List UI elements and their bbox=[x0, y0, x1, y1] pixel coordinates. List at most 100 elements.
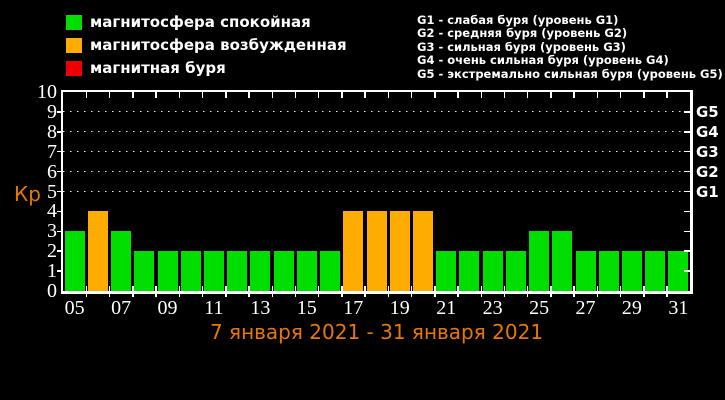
top-tick bbox=[178, 92, 181, 98]
top-tick bbox=[225, 92, 227, 98]
top-tick bbox=[248, 92, 250, 98]
x-tick-label-27: 27 bbox=[575, 297, 596, 319]
kp-bar-16 bbox=[320, 251, 341, 291]
y-tick-label-0: 0 bbox=[47, 280, 57, 302]
left-tick bbox=[57, 210, 63, 213]
left-tick bbox=[57, 111, 63, 113]
kp-bar-13 bbox=[250, 251, 271, 291]
right-tick bbox=[684, 111, 690, 113]
x-tick-label-17: 17 bbox=[343, 297, 364, 319]
x-tick-label-09: 09 bbox=[157, 297, 178, 319]
kp-bar-23 bbox=[482, 251, 503, 291]
kp-bar-05 bbox=[64, 231, 85, 291]
bottom-tick bbox=[410, 286, 413, 297]
top-tick bbox=[457, 92, 459, 98]
bottom-tick bbox=[387, 286, 390, 297]
top-tick bbox=[619, 92, 622, 98]
g-level-label-g5: G5 bbox=[696, 102, 719, 121]
kp-bar-31 bbox=[668, 251, 689, 291]
top-tick bbox=[317, 92, 320, 98]
gridline-kp9 bbox=[63, 111, 690, 113]
kp-bar-15 bbox=[296, 251, 317, 291]
bottom-tick bbox=[596, 286, 599, 297]
bottom-tick bbox=[364, 286, 366, 297]
right-tick bbox=[684, 170, 690, 173]
kp-bar-12 bbox=[227, 251, 248, 291]
y-tick-label-9: 9 bbox=[47, 100, 57, 123]
x-tick-label-07: 07 bbox=[111, 297, 132, 319]
kp-bar-18 bbox=[366, 211, 387, 291]
bottom-tick bbox=[201, 286, 204, 297]
storm-swatch-icon bbox=[66, 60, 82, 76]
left-tick bbox=[57, 131, 63, 133]
right-tick bbox=[684, 250, 690, 252]
bottom-tick bbox=[619, 286, 622, 297]
kp-bar-22 bbox=[459, 251, 480, 291]
top-tick bbox=[341, 92, 343, 98]
top-tick bbox=[387, 92, 390, 98]
x-tick-label-21: 21 bbox=[436, 297, 457, 319]
top-tick bbox=[85, 92, 88, 98]
right-tick bbox=[684, 270, 690, 272]
storm-level-g3-line: G3 - сильная буря (уровень G3) bbox=[417, 39, 626, 54]
left-tick bbox=[57, 250, 63, 252]
bottom-tick bbox=[108, 286, 111, 297]
bottom-tick bbox=[178, 286, 181, 297]
bottom-tick bbox=[666, 286, 668, 297]
x-tick-label-31: 31 bbox=[668, 297, 689, 319]
top-tick bbox=[503, 92, 506, 98]
kp-bar-09 bbox=[157, 251, 178, 291]
left-tick bbox=[57, 170, 63, 173]
right-tick bbox=[684, 210, 690, 213]
kp-bar-24 bbox=[505, 251, 526, 291]
gridline-kp6 bbox=[63, 171, 690, 173]
kp-bar-14 bbox=[273, 251, 294, 291]
top-tick bbox=[364, 92, 366, 98]
bottom-tick bbox=[573, 286, 575, 297]
kp-bar-11 bbox=[203, 251, 224, 291]
bottom-tick bbox=[434, 286, 436, 297]
bottom-tick bbox=[85, 286, 88, 297]
x-tick-label-23: 23 bbox=[482, 297, 503, 319]
storm-level-g4-line: G4 - очень сильная буря (уровень G4) bbox=[417, 53, 669, 68]
bottom-tick bbox=[643, 286, 645, 297]
y-tick-label-2: 2 bbox=[47, 240, 57, 263]
left-tick bbox=[57, 150, 63, 153]
bottom-tick bbox=[526, 286, 529, 297]
legend-label-quiet: магнитосфера спокойная bbox=[90, 13, 311, 31]
legend-label-storm: магнитная буря bbox=[90, 59, 226, 77]
top-tick bbox=[155, 92, 157, 98]
bottom-tick bbox=[271, 286, 273, 297]
y-tick-label-6: 6 bbox=[47, 160, 57, 183]
storm-level-g1-line: G1 - слабая буря (уровень G1) bbox=[417, 13, 619, 27]
x-tick-label-25: 25 bbox=[529, 297, 550, 319]
kp-bar-06 bbox=[87, 211, 108, 291]
legend-item-quiet: магнитосфера спокойная bbox=[66, 13, 347, 31]
top-tick bbox=[480, 92, 482, 98]
kp-bar-17 bbox=[343, 211, 364, 291]
y-tick-label-7: 7 bbox=[47, 140, 57, 163]
legend: магнитосфера спокойная магнитосфера возб… bbox=[66, 13, 347, 83]
bottom-tick bbox=[457, 286, 459, 297]
kp-bar-29 bbox=[621, 251, 642, 291]
storm-level-g5-line: G5 - экстремально сильная буря (уровень … bbox=[417, 66, 723, 81]
kp-bar-20 bbox=[412, 211, 433, 291]
top-tick bbox=[596, 92, 599, 98]
bottom-tick bbox=[480, 286, 482, 297]
quiet-swatch-icon bbox=[66, 14, 82, 30]
right-tick bbox=[684, 131, 690, 133]
kp-bar-30 bbox=[645, 251, 666, 291]
top-tick bbox=[132, 92, 134, 98]
kp-bar-27 bbox=[575, 251, 596, 291]
legend-item-excited: магнитосфера возбужденная bbox=[66, 36, 347, 54]
top-tick bbox=[434, 92, 436, 98]
chart-title: 7 января 2021 - 31 января 2021 bbox=[209, 320, 544, 344]
kp-bar-08 bbox=[134, 251, 155, 291]
top-tick bbox=[410, 92, 413, 98]
bottom-tick bbox=[341, 286, 343, 297]
kp-bar-21 bbox=[436, 251, 457, 291]
y-tick-label-5: 5 bbox=[47, 180, 57, 203]
bottom-tick bbox=[550, 286, 552, 297]
y-axis-label: Кр bbox=[14, 182, 41, 206]
right-tick bbox=[684, 150, 690, 153]
